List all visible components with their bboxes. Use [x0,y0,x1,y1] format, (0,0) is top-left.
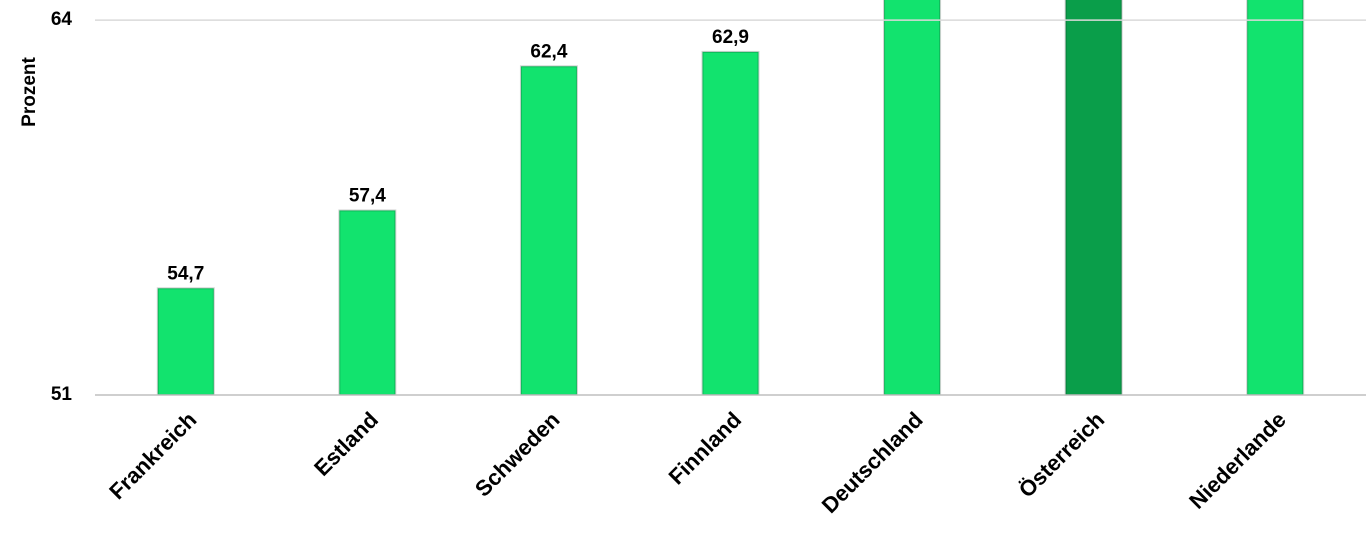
y-axis-title: Prozent [19,56,40,126]
x-tick-label: Frankreich [104,407,201,504]
bar [519,65,578,395]
bar [701,50,760,395]
x-tick-label: Estland [309,407,383,481]
value-label: 62,4 [530,41,567,62]
bar [883,0,942,395]
x-tick-label: Niederlande [1184,407,1291,514]
value-label: 57,4 [349,185,386,206]
value-label: 62,9 [712,27,749,48]
y-tick-label: 51 [51,384,73,405]
bar [1246,0,1305,395]
x-tick-label: Deutschland [817,407,928,518]
x-tick-label: Finnland [664,407,746,489]
plot-area [156,0,1305,395]
value-label: 54,7 [167,263,204,284]
x-tick-label: Österreich [1014,407,1110,503]
y-tick-label: 64 [51,9,73,30]
bar [156,287,215,395]
x-tick-label: Schweden [470,407,565,502]
bar [1064,0,1123,395]
bar [338,209,397,395]
